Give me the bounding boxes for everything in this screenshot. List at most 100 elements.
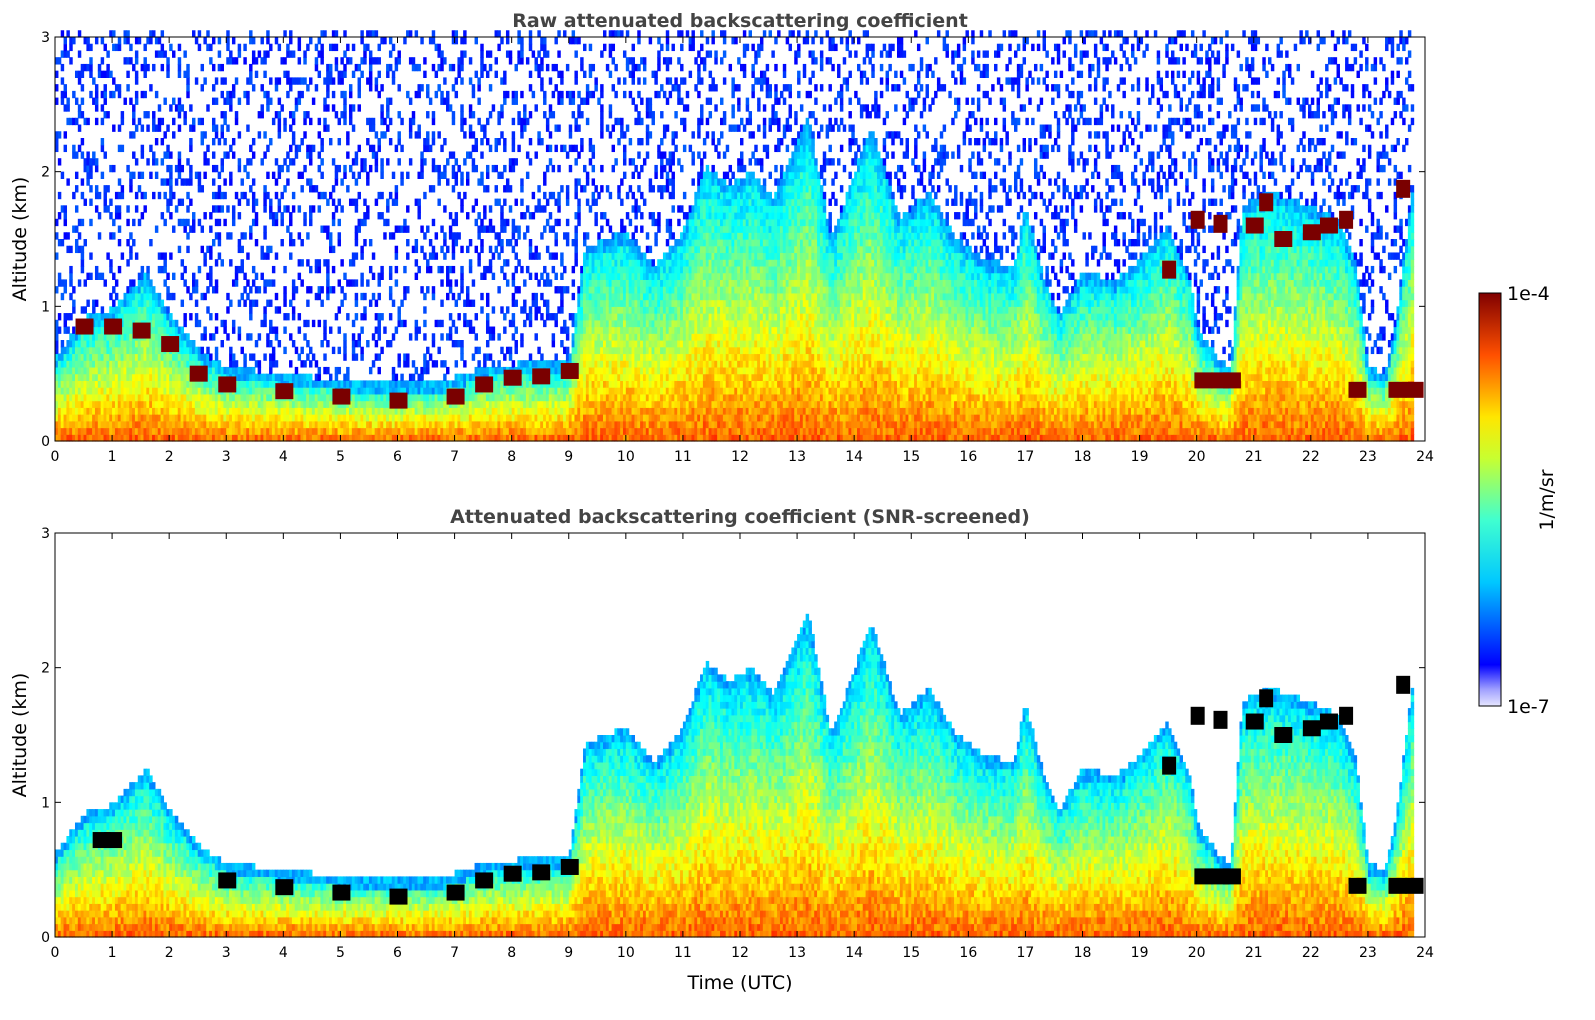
heatmap-cell: [269, 246, 272, 253]
heatmap-cell: [186, 71, 189, 78]
heatmap-cell: [192, 273, 195, 280]
heatmap-cell: [235, 273, 238, 280]
heatmap-cell: [283, 185, 286, 192]
heatmap-cell: [261, 273, 264, 280]
heatmap-cell: [201, 118, 204, 125]
heatmap-cell: [121, 145, 124, 152]
heatmap-cell: [101, 306, 104, 313]
heatmap-cell: [309, 118, 312, 125]
heatmap-cell: [72, 91, 75, 98]
heatmap-cell: [129, 252, 132, 259]
heatmap-cell: [135, 77, 138, 84]
heatmap-cell: [221, 125, 224, 132]
heatmap-cell: [112, 125, 115, 132]
heatmap-cell: [269, 44, 272, 51]
heatmap-cell: [104, 84, 107, 91]
heatmap-cell: [169, 178, 172, 185]
heatmap-cell: [181, 199, 184, 206]
heatmap-cell: [263, 71, 266, 78]
heatmap-cell: [69, 313, 72, 320]
heatmap-cell: [183, 111, 186, 118]
heatmap-cell: [201, 84, 204, 91]
heatmap-cell: [95, 300, 98, 307]
heatmap-cell: [78, 232, 81, 239]
heatmap-cell: [158, 104, 161, 111]
chart-title-raw: Raw attenuated backscattering coefficien…: [512, 10, 968, 32]
heatmap-cell: [266, 50, 269, 57]
heatmap-cell: [258, 360, 261, 367]
heatmap-cell: [58, 192, 61, 199]
heatmap-cell: [249, 185, 252, 192]
heatmap-cell: [143, 57, 146, 64]
heatmap-cell: [178, 151, 181, 158]
heatmap-cell: [132, 131, 135, 138]
heatmap-cell: [235, 192, 238, 199]
heatmap-cell: [266, 252, 269, 259]
heatmap-cell: [223, 77, 226, 84]
heatmap-cell: [203, 259, 206, 266]
heatmap-cell: [72, 192, 75, 199]
heatmap-cell: [104, 279, 107, 286]
heatmap-cell: [55, 84, 58, 91]
heatmap-cell: [146, 273, 149, 280]
heatmap-cell: [143, 44, 146, 51]
heatmap-cell: [178, 64, 181, 71]
heatmap-cell: [269, 300, 272, 307]
heatmap-cell: [89, 64, 92, 71]
heatmap-cell: [75, 172, 78, 179]
heatmap-cell: [95, 98, 98, 105]
heatmap-cell: [209, 273, 212, 280]
heatmap-cell: [315, 57, 318, 64]
heatmap-cell: [169, 185, 172, 192]
heatmap-cell: [172, 50, 175, 57]
heatmap-cell: [64, 320, 67, 327]
heatmap-cell: [309, 219, 312, 226]
heatmap-cell: [203, 293, 206, 300]
heatmap-cell: [303, 118, 306, 125]
heatmap-cell: [249, 232, 252, 239]
heatmap-cell: [201, 185, 204, 192]
heatmap-cell: [192, 340, 195, 347]
heatmap-cell: [55, 138, 58, 145]
heatmap-cell: [186, 219, 189, 226]
heatmap-cell: [75, 226, 78, 233]
heatmap-cell: [218, 219, 221, 226]
heatmap-cell: [315, 185, 318, 192]
heatmap-cell: [89, 199, 92, 206]
heatmap-cell: [55, 333, 58, 340]
heatmap-cell: [166, 306, 169, 313]
heatmap-cell: [212, 138, 215, 145]
heatmap-cell: [183, 118, 186, 125]
heatmap-cell: [152, 192, 155, 199]
heatmap-cell: [266, 91, 269, 98]
heatmap-cell: [121, 185, 124, 192]
heatmap-cell: [186, 205, 189, 212]
heatmap-cell: [95, 158, 98, 165]
heatmap-cell: [232, 205, 235, 212]
heatmap-cell: [81, 266, 84, 273]
heatmap-cell: [238, 131, 241, 138]
heatmap-cell: [261, 37, 264, 44]
heatmap-cell: [66, 104, 69, 111]
heatmap-cell: [235, 57, 238, 64]
heatmap-cell: [118, 178, 121, 185]
heatmap-cell: [215, 327, 218, 334]
heatmap-cell: [126, 239, 129, 246]
heatmap-cell: [255, 219, 258, 226]
heatmap-cell: [309, 37, 312, 44]
heatmap-cell: [66, 178, 69, 185]
heatmap-cell: [72, 300, 75, 307]
heatmap-cell: [309, 347, 312, 354]
heatmap-cell: [298, 145, 301, 152]
heatmap-cell: [172, 192, 175, 199]
heatmap-cell: [201, 347, 204, 354]
heatmap-cell: [241, 246, 244, 253]
heatmap-cell: [192, 226, 195, 233]
heatmap-cell: [309, 212, 312, 219]
heatmap-cell: [163, 131, 166, 138]
heatmap-cell: [75, 118, 78, 125]
heatmap-cell: [278, 199, 281, 206]
heatmap-cell: [172, 293, 175, 300]
heatmap-cell: [169, 313, 172, 320]
figure: Raw attenuated backscattering coefficien…: [0, 0, 1595, 1020]
